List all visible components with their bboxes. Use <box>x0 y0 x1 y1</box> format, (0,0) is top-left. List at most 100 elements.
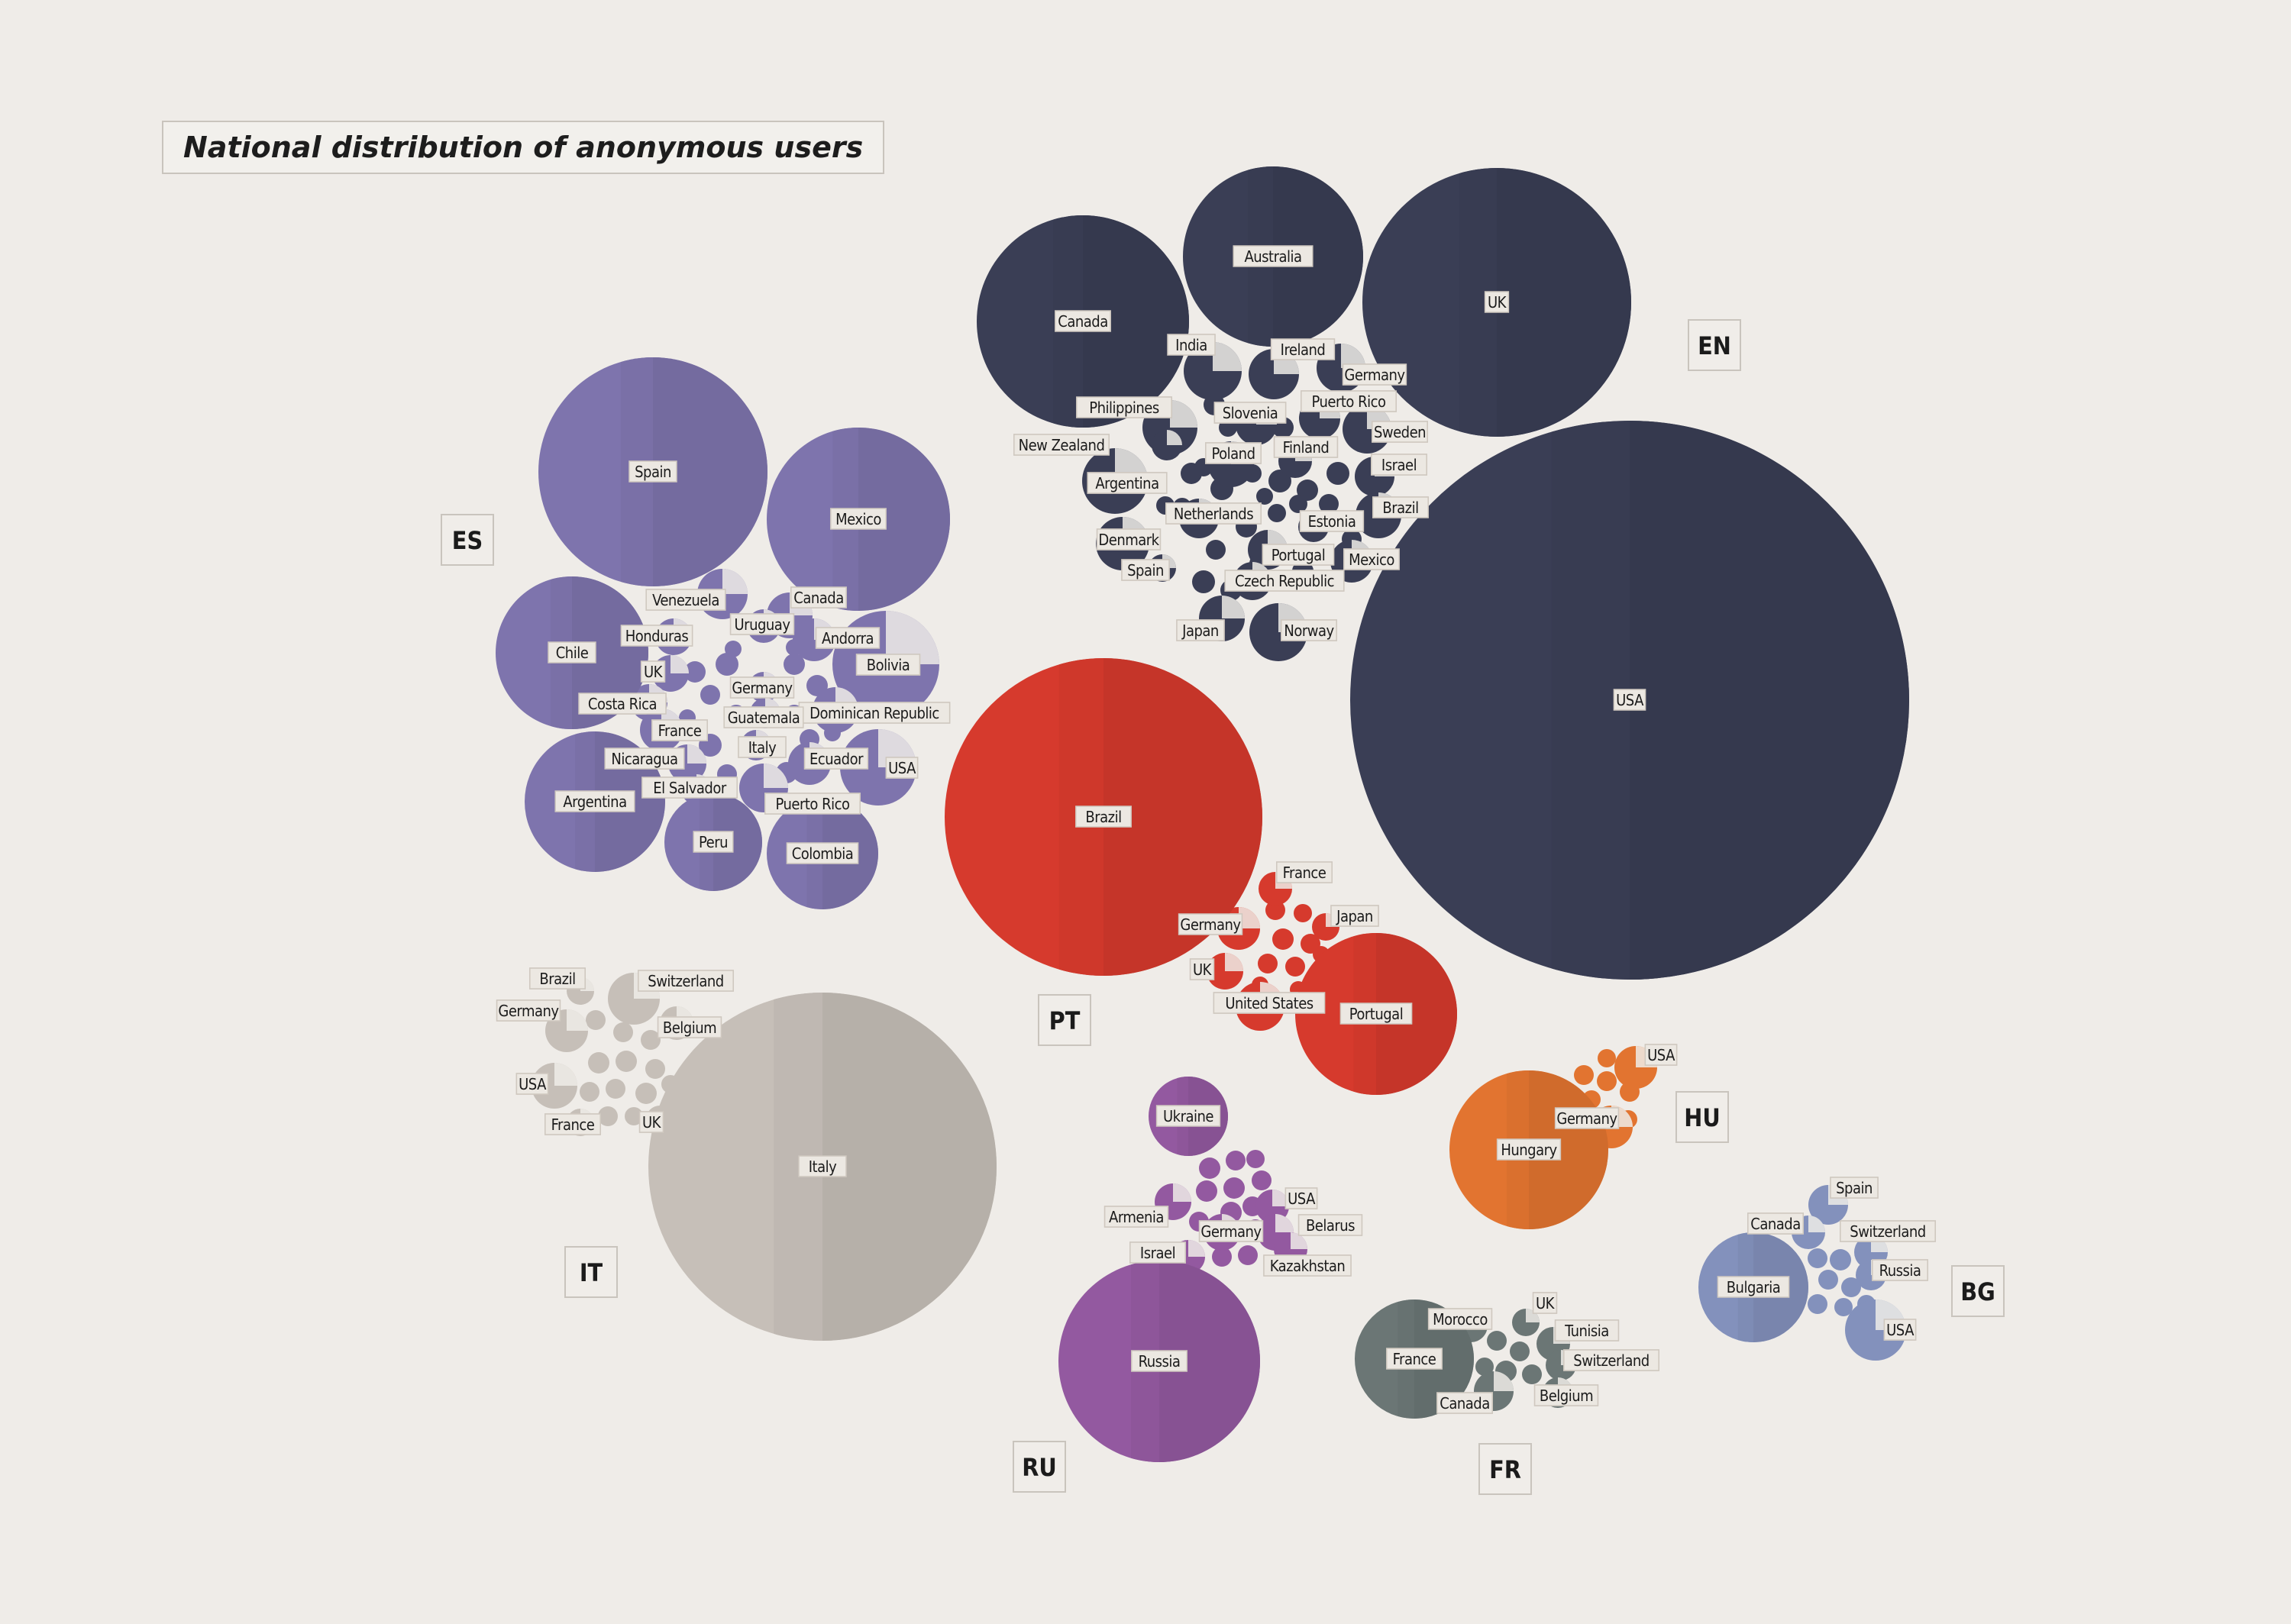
label-canada: Canada <box>793 589 843 607</box>
minor-bubble <box>598 1106 618 1126</box>
group-label: PT <box>1049 1006 1081 1035</box>
bubble-bg-bulgaria: Bulgaria <box>1698 1232 1808 1342</box>
label-group: India <box>1167 334 1216 356</box>
label-slovenia: Slovenia <box>1223 404 1278 422</box>
minor-bubble <box>1199 1157 1220 1179</box>
label-group: Dominican Republic <box>798 702 951 724</box>
group-tag-en: EN <box>1688 319 1741 371</box>
group-label: RU <box>1022 1453 1057 1482</box>
label-dominican-republic: Dominican Republic <box>809 704 939 722</box>
minor-bubble <box>613 1022 633 1042</box>
label-andorra: Andorra <box>822 629 874 647</box>
label-costa-rica: Costa Rica <box>588 695 657 713</box>
bubble-en-australia: Australia <box>1183 166 1363 347</box>
minor-bubble <box>645 1059 665 1079</box>
label-group: Germany <box>1178 913 1243 935</box>
label-uk: UK <box>1488 293 1507 312</box>
label-tunisia: Tunisia <box>1564 1322 1609 1340</box>
label-group: Sweden <box>1372 421 1428 443</box>
label-group: Italy <box>738 736 787 758</box>
label-group: Morocco <box>1427 1308 1493 1330</box>
bubble-es-spain: Spain <box>538 357 767 586</box>
label-group: Guatemala <box>723 706 804 728</box>
label-usa: USA <box>1616 691 1644 709</box>
label-israel: Israel <box>1381 456 1417 474</box>
label-ireland: Ireland <box>1281 341 1326 359</box>
label-group: Honduras <box>620 625 693 647</box>
minor-bubble <box>716 653 738 676</box>
minor-bubble <box>1808 1294 1827 1314</box>
minor-bubble <box>1808 1248 1827 1268</box>
label-group: USA <box>1644 1044 1678 1066</box>
label-switzerland: Switzerland <box>1850 1222 1925 1241</box>
label-group: Finland <box>1273 436 1339 458</box>
label-usa: USA <box>519 1075 547 1093</box>
minor-bubble <box>1319 494 1339 514</box>
label-brazil: Brazil <box>1382 499 1418 517</box>
label-france: France <box>1393 1350 1436 1368</box>
label-armenia: Armenia <box>1109 1208 1164 1226</box>
label-group: Argentina <box>1087 472 1168 494</box>
label-honduras: Honduras <box>625 627 689 645</box>
label-group: USA <box>1284 1187 1318 1209</box>
bubble-en-usa: USA <box>1350 421 1909 980</box>
label-argentina: Argentina <box>1095 474 1158 492</box>
minor-bubble <box>606 1079 625 1099</box>
label-group: Canada <box>1436 1392 1493 1414</box>
bubble-hu-hungary: Hungary <box>1449 1070 1608 1229</box>
minor-bubble <box>1223 1177 1245 1199</box>
label-group: Germany <box>1554 1107 1620 1129</box>
label-canada: Canada <box>1058 312 1107 331</box>
minor-bubble <box>1206 540 1226 560</box>
label-portugal: Portugal <box>1272 546 1325 564</box>
minor-bubble <box>1289 495 1307 513</box>
minor-bubble <box>1475 1358 1494 1376</box>
bubble-en-uk: UK <box>1362 168 1631 437</box>
label-netherlands: Netherlands <box>1174 505 1253 523</box>
label-czech-republic: Czech Republic <box>1235 572 1334 590</box>
label-estonia: Estonia <box>1308 512 1356 531</box>
group-label: BG <box>1960 1277 1995 1306</box>
label-brazil: Brazil <box>539 970 575 988</box>
minor-bubble <box>1598 1049 1616 1067</box>
group-label: IT <box>580 1258 603 1287</box>
label-group: Tunisia <box>1554 1319 1620 1341</box>
label-usa: USA <box>1647 1046 1675 1064</box>
label-belgium: Belgium <box>1540 1387 1593 1405</box>
minor-bubble <box>1510 1341 1530 1361</box>
minor-bubble <box>784 654 805 675</box>
group-tag-es: ES <box>441 514 494 566</box>
minor-bubble <box>1830 1249 1851 1270</box>
minor-bubble <box>586 1010 606 1030</box>
label-germany: Germany <box>1344 366 1405 384</box>
minor-bubble <box>1574 1065 1594 1085</box>
label-norway: Norway <box>1284 622 1334 640</box>
label-poland: Poland <box>1212 444 1255 463</box>
minor-bubble <box>1268 504 1286 522</box>
label-chile: Chile <box>556 644 589 662</box>
label-group: Israel <box>1129 1241 1186 1264</box>
label-group: USA <box>1883 1319 1917 1341</box>
group-label: EN <box>1698 331 1731 360</box>
label-group: Canada <box>1747 1212 1804 1235</box>
label-russia: Russia <box>1139 1352 1181 1371</box>
label-germany: Germany <box>498 1002 559 1020</box>
minor-bubble <box>1326 462 1349 485</box>
bubble-pt-portugal: Portugal <box>1295 933 1457 1095</box>
bubble-es-mexico: Mexico <box>767 428 950 611</box>
minor-bubble <box>635 1083 657 1104</box>
label-group: Mexico <box>1343 548 1400 570</box>
label-germany: Germany <box>1556 1109 1617 1128</box>
label-group: Israel <box>1371 454 1427 476</box>
label-ecuador: Ecuador <box>809 750 864 768</box>
label-group: New Zealand <box>1013 434 1110 456</box>
label-nicaragua: Nicaragua <box>611 750 677 768</box>
minor-bubble <box>616 1051 637 1072</box>
group-tag-pt: PT <box>1038 994 1091 1046</box>
minor-bubble <box>1192 570 1215 593</box>
label-japan: Japan <box>1336 907 1373 925</box>
label-group: Belgium <box>657 1016 722 1038</box>
minor-bubble <box>1265 900 1285 920</box>
label-group: UK <box>640 660 666 683</box>
minor-bubble <box>1834 1298 1853 1316</box>
